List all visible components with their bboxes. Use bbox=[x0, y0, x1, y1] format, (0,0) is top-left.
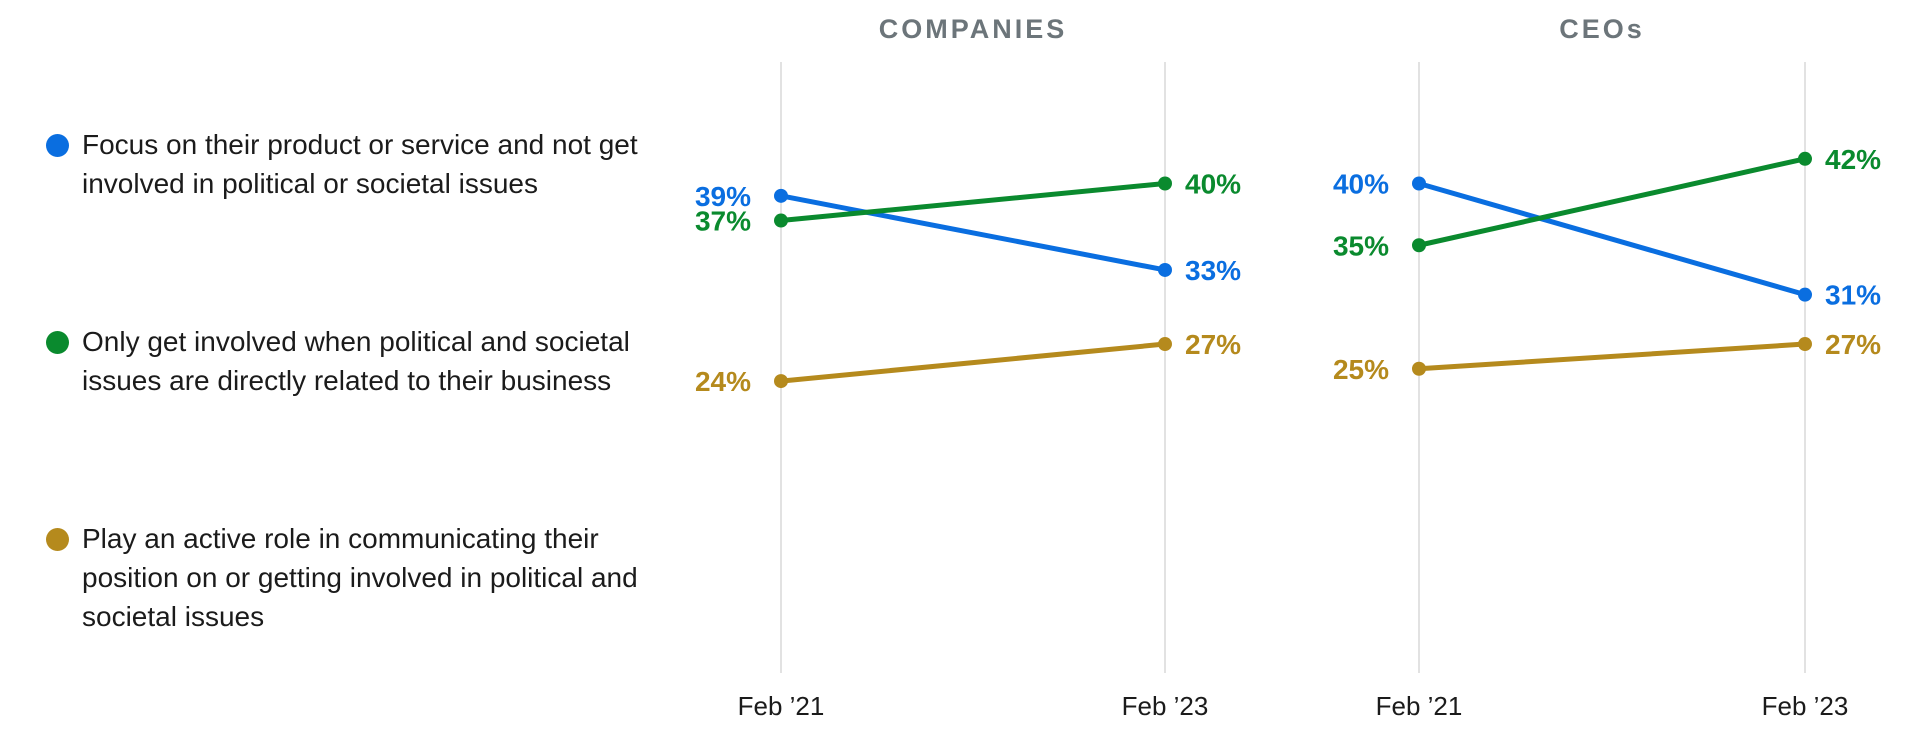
series-line-ceos-directly-related bbox=[1416, 156, 1808, 248]
series-line-ceos-active-role bbox=[1416, 341, 1808, 372]
panel-title-ceos: CEOs bbox=[1559, 14, 1645, 44]
point-companies-directly-related-0 bbox=[774, 213, 788, 228]
series-line-companies-focus-product bbox=[778, 193, 1168, 273]
legend-dot-gold bbox=[46, 528, 69, 551]
legend-label-focus-product: Focus on their product or service and no… bbox=[82, 129, 638, 199]
data-label-ceos-active-role-0: 25% bbox=[1333, 354, 1389, 385]
data-label-companies-directly-related-1: 40% bbox=[1185, 169, 1241, 200]
legend-dot-green bbox=[46, 331, 69, 354]
data-label-companies-focus-product-1: 33% bbox=[1185, 255, 1241, 286]
point-companies-focus-product-0 bbox=[774, 188, 788, 203]
data-label-companies-active-role-1: 27% bbox=[1185, 329, 1241, 360]
data-label-ceos-focus-product-1: 31% bbox=[1825, 280, 1881, 311]
series-line-ceos-focus-product bbox=[1416, 181, 1808, 298]
data-label-ceos-active-role-1: 27% bbox=[1825, 329, 1881, 360]
data-label-companies-focus-product-0: 39% bbox=[695, 181, 751, 212]
panel-title-companies: COMPANIES bbox=[879, 14, 1068, 44]
data-label-companies-directly-related-0: 37% bbox=[695, 206, 751, 237]
x-tick-label-ceos-1: Feb ’23 bbox=[1762, 691, 1849, 721]
point-companies-focus-product-1 bbox=[1158, 262, 1172, 277]
x-tick-label-companies-1: Feb ’23 bbox=[1122, 691, 1209, 721]
point-ceos-focus-product-0 bbox=[1412, 176, 1426, 191]
point-companies-directly-related-1 bbox=[1158, 176, 1172, 191]
x-tick-label-companies-0: Feb ’21 bbox=[738, 691, 825, 721]
point-ceos-directly-related-0 bbox=[1412, 238, 1426, 253]
data-label-ceos-directly-related-0: 35% bbox=[1333, 230, 1389, 261]
point-ceos-directly-related-1 bbox=[1798, 151, 1812, 166]
point-ceos-focus-product-1 bbox=[1798, 287, 1812, 302]
legend-label-directly-related: Only get involved when political and soc… bbox=[82, 326, 630, 396]
x-tick-label-ceos-0: Feb ’21 bbox=[1376, 691, 1463, 721]
point-companies-active-role-1 bbox=[1158, 337, 1172, 352]
data-label-ceos-directly-related-1: 42% bbox=[1825, 144, 1881, 175]
point-ceos-active-role-1 bbox=[1798, 337, 1812, 352]
data-label-ceos-focus-product-0: 40% bbox=[1333, 169, 1389, 200]
legend-dot-blue bbox=[46, 134, 69, 157]
data-label-companies-active-role-0: 24% bbox=[695, 366, 751, 397]
series-line-companies-active-role bbox=[778, 341, 1168, 384]
point-companies-active-role-0 bbox=[774, 374, 788, 389]
point-ceos-active-role-0 bbox=[1412, 361, 1426, 376]
legend-label-active-role: Play an active role in communicating the… bbox=[82, 523, 638, 632]
series-line-companies-directly-related bbox=[778, 181, 1168, 224]
